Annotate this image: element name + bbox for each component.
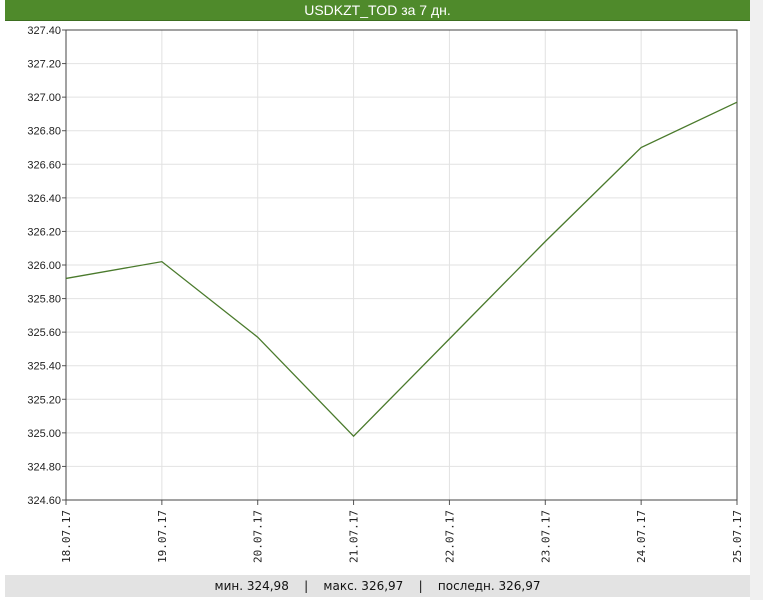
y-tick-label: 324.80 [27, 461, 61, 473]
min-value: мин. 324,98 [214, 579, 289, 593]
y-tick-label: 325.40 [27, 361, 61, 373]
plot-border [65, 29, 738, 501]
separator: | [304, 579, 309, 593]
x-tick-label: 24.07.17 [635, 510, 648, 563]
y-tick-label: 326.60 [27, 159, 61, 171]
y-tick-label: 327.40 [27, 25, 61, 37]
chart-title: USDKZT_TOD за 7 дн. [5, 0, 750, 21]
x-tick-label: 19.07.17 [156, 510, 169, 563]
y-tick-label: 324.60 [27, 495, 61, 507]
y-tick-label: 325.80 [27, 294, 61, 306]
x-tick-label: 20.07.17 [252, 510, 265, 563]
scroll-area [750, 0, 763, 600]
y-tick-label: 326.80 [27, 126, 61, 138]
x-tick-label: 22.07.17 [443, 510, 456, 563]
y-tick-label: 327.20 [27, 59, 61, 71]
y-tick-label: 325.60 [27, 327, 61, 339]
y-tick-label: 327.00 [27, 92, 61, 104]
max-value: макс. 326,97 [323, 579, 404, 593]
y-tick-label: 326.40 [27, 193, 61, 205]
y-tick-label: 325.00 [27, 428, 61, 440]
x-tick-label: 23.07.17 [539, 510, 552, 563]
separator: | [418, 579, 423, 593]
line-chart: 324.60 324.80 325.00 325.20 325.40 325.60 325.… [27, 25, 744, 563]
y-tick-label: 325.20 [27, 394, 61, 406]
x-tick-label: 21.07.17 [348, 510, 361, 563]
last-value: последн. 326,97 [437, 579, 541, 593]
series-line [65, 101, 738, 438]
x-tick-label: 25.07.17 [731, 510, 744, 563]
y-tick-label: 326.00 [27, 260, 61, 272]
x-tick-label: 18.07.17 [60, 510, 73, 563]
y-tick-label: 326.20 [27, 226, 61, 238]
stats-footer: мин. 324,98 | макс. 326,97 | последн. 32… [5, 575, 750, 597]
